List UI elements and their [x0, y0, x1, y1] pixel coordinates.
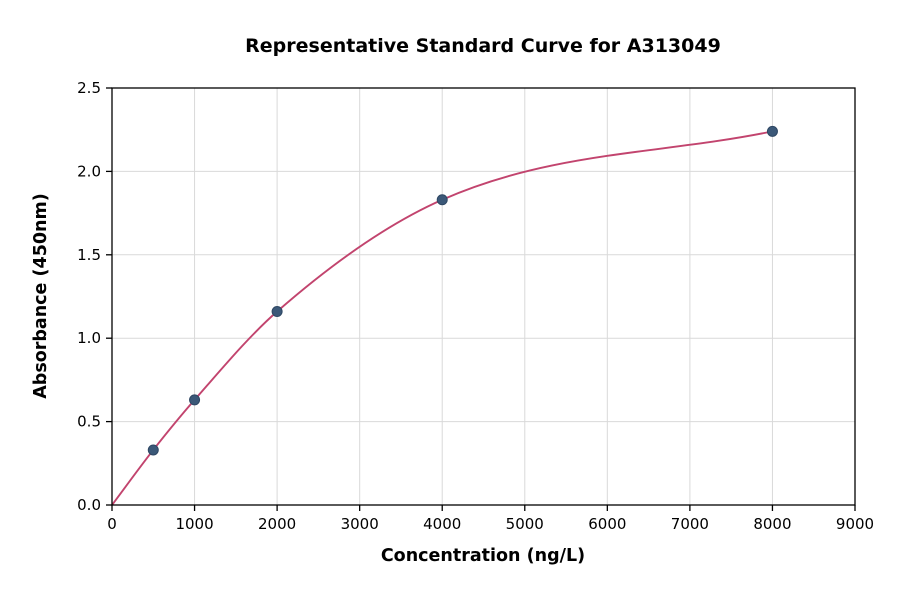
- x-tick-label: 4000: [423, 515, 461, 533]
- x-tick-label: 1000: [175, 515, 213, 533]
- x-tick-label: 6000: [588, 515, 626, 533]
- x-tick-label: 2000: [258, 515, 296, 533]
- chart-title: Representative Standard Curve for A31304…: [245, 35, 721, 57]
- y-tick-label: 0.5: [77, 413, 101, 431]
- data-point: [147, 444, 159, 456]
- x-tick-label: 3000: [341, 515, 379, 533]
- data-point: [436, 194, 448, 206]
- x-tick-label: 7000: [671, 515, 709, 533]
- y-tick-label: 0.0: [77, 496, 101, 514]
- plot-border: [111, 87, 856, 506]
- x-tick-label: 0: [107, 515, 117, 533]
- y-axis-label: Absorbance (450nm): [31, 193, 51, 399]
- series-layer: [111, 125, 778, 506]
- y-tick-label: 1.0: [77, 329, 101, 347]
- data-point: [189, 394, 201, 406]
- x-tick-label: 9000: [836, 515, 874, 533]
- data-point: [766, 125, 778, 137]
- data-point: [271, 306, 283, 318]
- y-tick-label: 2.5: [77, 79, 101, 97]
- x-tick-label: 8000: [753, 515, 791, 533]
- y-tick-label: 2.0: [77, 162, 101, 180]
- grid-layer: [111, 87, 856, 506]
- y-tick-label: 1.5: [77, 246, 101, 264]
- axis-layer: 0 1000 2000 3000 4000 5000 6000 7000 8000 9000 0.0…: [77, 79, 874, 533]
- x-tick-label: 5000: [506, 515, 544, 533]
- x-axis-label: Concentration (ng/L): [381, 546, 585, 566]
